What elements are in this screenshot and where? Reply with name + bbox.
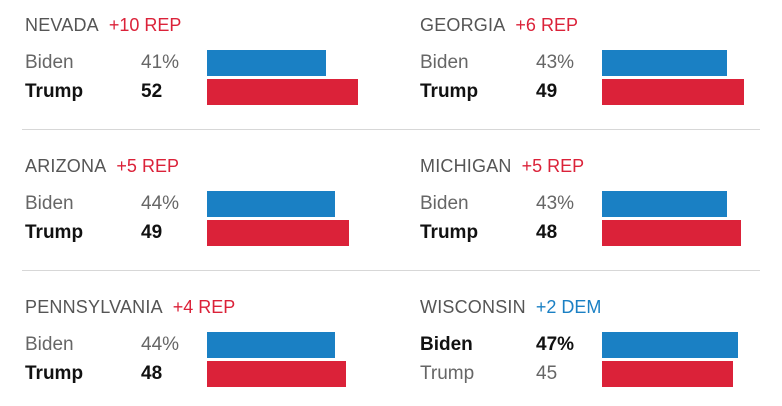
candidate-row-biden: Biden 44% (25, 190, 385, 218)
candidate-label: Trump (25, 81, 84, 102)
value-label: 48 (141, 363, 163, 384)
candidate-row-trump: Trump 52 (25, 78, 385, 106)
state-panel-michigan: MICHIGAN +5 REP Biden 43% Trump 48 (420, 155, 780, 265)
bar-biden (602, 50, 727, 76)
candidate-row-trump: Trump 48 (420, 219, 780, 247)
value-label: 45 (536, 363, 558, 384)
state-panel-nevada: NEVADA +10 REP Biden 41% Trump 52 (25, 14, 385, 124)
state-name: GEORGIA (420, 15, 506, 35)
candidate-label: Trump (25, 363, 84, 384)
state-name: ARIZONA (25, 156, 107, 176)
candidate-row-biden: Biden 41% (25, 49, 385, 77)
candidate-row-trump: Trump 49 (25, 219, 385, 247)
candidate-label: Trump (25, 222, 84, 243)
state-margin: +5 REP (116, 156, 179, 176)
bar-biden (602, 191, 727, 217)
candidate-label: Trump (420, 222, 479, 243)
candidate-label: Trump (420, 363, 475, 384)
state-margin: +4 REP (172, 297, 236, 317)
bar-trump (602, 361, 733, 387)
candidate-label: Biden (420, 52, 469, 73)
state-name: NEVADA (25, 15, 99, 35)
candidate-label: Biden (25, 334, 74, 355)
candidate-row-trump: Trump 49 (420, 78, 780, 106)
candidate-label: Trump (420, 81, 479, 102)
state-margin: +2 DEM (535, 297, 602, 317)
state-margin: +5 REP (521, 156, 585, 176)
value-label: 44% (141, 334, 180, 355)
value-label: 43% (536, 193, 575, 214)
value-label: 47% (536, 334, 575, 355)
candidate-label: Biden (420, 334, 473, 355)
bar-trump (207, 79, 358, 105)
bar-trump (207, 220, 349, 246)
state-panel-wisconsin: WISCONSIN +2 DEM Biden 47% Trump 45 (420, 296, 780, 406)
state-name: WISCONSIN (420, 297, 526, 317)
bar-biden (602, 332, 738, 358)
value-label: 43% (536, 52, 575, 73)
candidate-label: Biden (25, 193, 74, 214)
value-label: 49 (536, 81, 558, 102)
state-name: PENNSYLVANIA (25, 297, 163, 317)
state-panel-arizona: ARIZONA +5 REP Biden 44% Trump 49 (25, 155, 385, 265)
value-label: 48 (536, 222, 558, 243)
state-panel-georgia: GEORGIA +6 REP Biden 43% Trump 49 (420, 14, 780, 124)
row-divider (22, 129, 760, 130)
state-margin: +10 REP (108, 15, 182, 35)
candidate-row-biden: Biden 43% (420, 49, 780, 77)
bar-biden (207, 50, 326, 76)
state-margin: +6 REP (515, 15, 578, 35)
value-label: 52 (141, 81, 163, 102)
state-name: MICHIGAN (420, 156, 512, 176)
value-label: 44% (141, 193, 180, 214)
bar-biden (207, 191, 335, 217)
bar-trump (602, 79, 744, 105)
bar-trump (207, 361, 346, 387)
candidate-row-biden: Biden 47% (420, 331, 780, 359)
bar-biden (207, 332, 335, 358)
candidate-label: Biden (25, 52, 74, 73)
candidate-row-trump: Trump 48 (25, 360, 385, 388)
value-label: 49 (141, 222, 163, 243)
candidate-row-trump: Trump 45 (420, 360, 780, 388)
candidate-label: Biden (420, 193, 469, 214)
value-label: 41% (141, 52, 180, 73)
candidate-row-biden: Biden 44% (25, 331, 385, 359)
bar-trump (602, 220, 741, 246)
state-panel-pennsylvania: PENNSYLVANIA +4 REP Biden 44% Trump 48 (25, 296, 385, 406)
row-divider (22, 270, 760, 271)
candidate-row-biden: Biden 43% (420, 190, 780, 218)
